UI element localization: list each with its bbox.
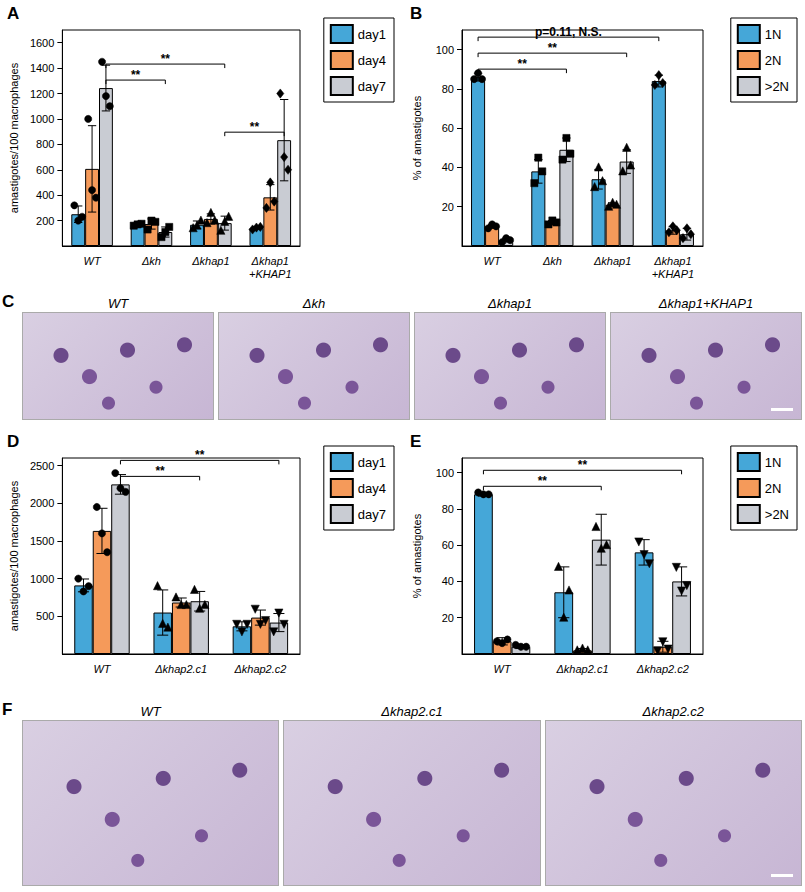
html-text:C: C [2, 292, 15, 311]
svg-text:WT: WT [93, 663, 111, 675]
svg-text:% of amastigotes: % of amastigotes [411, 513, 423, 598]
svg-text:**: ** [195, 448, 205, 462]
svg-text:100: 100 [436, 44, 454, 56]
svg-text:2N: 2N [765, 481, 782, 496]
html-text:WT: WT [140, 704, 161, 719]
svg-text:Δkhap2.c1: Δkhap2.c1 [154, 663, 207, 675]
svg-text:1600: 1600 [30, 37, 54, 49]
svg-text:amastigotes/100 macrophages: amastigotes/100 macrophages [8, 480, 20, 631]
svg-text:20: 20 [442, 612, 454, 624]
svg-text:**: ** [578, 458, 588, 472]
svg-text:Δkhap1: Δkhap1 [593, 255, 631, 267]
svg-text:Δkhap2.c2: Δkhap2.c2 [233, 663, 286, 675]
svg-text:Δkh: Δkh [141, 255, 161, 267]
svg-text:day7: day7 [358, 507, 386, 522]
svg-text:Δkhap1: Δkhap1 [653, 255, 691, 267]
svg-text:**: ** [548, 41, 558, 55]
svg-text:1000: 1000 [30, 113, 54, 125]
svg-text:WT: WT [494, 663, 512, 675]
svg-text:1500: 1500 [30, 535, 54, 547]
svg-text:>2N: >2N [765, 507, 789, 522]
html-text:Δkhap2.c2: Δkhap2.c2 [642, 704, 705, 719]
svg-text:**: ** [131, 68, 141, 82]
svg-text:A: A [7, 4, 19, 23]
svg-text:day4: day4 [358, 481, 386, 496]
svg-text:p=0.11, N.S.: p=0.11, N.S. [535, 25, 602, 39]
svg-text:40: 40 [442, 161, 454, 173]
svg-text:60: 60 [442, 539, 454, 551]
html-text:Δkhap1+KHAP1: Δkhap1+KHAP1 [658, 296, 754, 311]
svg-text:Δkhap1: Δkhap1 [251, 255, 289, 267]
svg-text:1400: 1400 [30, 62, 54, 74]
svg-text:1000: 1000 [30, 573, 54, 585]
svg-text:E: E [410, 432, 421, 451]
svg-text:40: 40 [442, 575, 454, 587]
svg-text:day7: day7 [358, 79, 386, 94]
svg-text:+KHAP1: +KHAP1 [652, 268, 695, 280]
svg-text:**: ** [538, 474, 548, 488]
svg-text:D: D [7, 432, 19, 451]
svg-text:>2N: >2N [765, 79, 789, 94]
html-text:F: F [2, 700, 13, 719]
html-text:Δkhap1: Δkhap1 [487, 296, 533, 311]
svg-text:+KHAP1: +KHAP1 [249, 268, 292, 280]
svg-text:**: ** [250, 120, 260, 134]
svg-text:400: 400 [36, 189, 54, 201]
svg-text:20: 20 [442, 201, 454, 213]
svg-text:800: 800 [36, 138, 54, 150]
svg-text:Δkh: Δkh [542, 255, 562, 267]
svg-text:80: 80 [442, 83, 454, 95]
svg-text:day1: day1 [358, 455, 386, 470]
svg-text:500: 500 [36, 610, 54, 622]
svg-text:**: ** [518, 57, 528, 71]
svg-text:day4: day4 [358, 53, 386, 68]
svg-text:day1: day1 [358, 27, 386, 42]
svg-text:2000: 2000 [30, 497, 54, 509]
svg-text:Δkhap2.c2: Δkhap2.c2 [636, 663, 689, 675]
svg-text:% of amastigotes: % of amastigotes [411, 95, 423, 180]
svg-text:1200: 1200 [30, 88, 54, 100]
html-text:WT: WT [107, 296, 129, 311]
svg-text:2N: 2N [765, 53, 782, 68]
svg-text:200: 200 [36, 215, 54, 227]
svg-text:2500: 2500 [30, 460, 54, 472]
svg-text:Δkhap1: Δkhap1 [191, 255, 229, 267]
svg-text:100: 100 [436, 467, 454, 479]
svg-text:WT: WT [84, 255, 102, 267]
html-text:Δkhap2.c1: Δkhap2.c1 [381, 704, 443, 719]
html-text:Δkh: Δkh [302, 296, 326, 311]
svg-text:1N: 1N [765, 455, 782, 470]
svg-text:**: ** [161, 52, 171, 66]
svg-text:80: 80 [442, 503, 454, 515]
svg-text:1N: 1N [765, 27, 782, 42]
svg-text:**: ** [155, 464, 165, 478]
svg-text:60: 60 [442, 122, 454, 134]
svg-text:amastigotes/100 macrophages: amastigotes/100 macrophages [8, 62, 20, 213]
svg-text:600: 600 [36, 164, 54, 176]
svg-text:B: B [410, 4, 422, 23]
svg-text:Δkhap2.c1: Δkhap2.c1 [555, 663, 608, 675]
svg-text:WT: WT [484, 255, 502, 267]
